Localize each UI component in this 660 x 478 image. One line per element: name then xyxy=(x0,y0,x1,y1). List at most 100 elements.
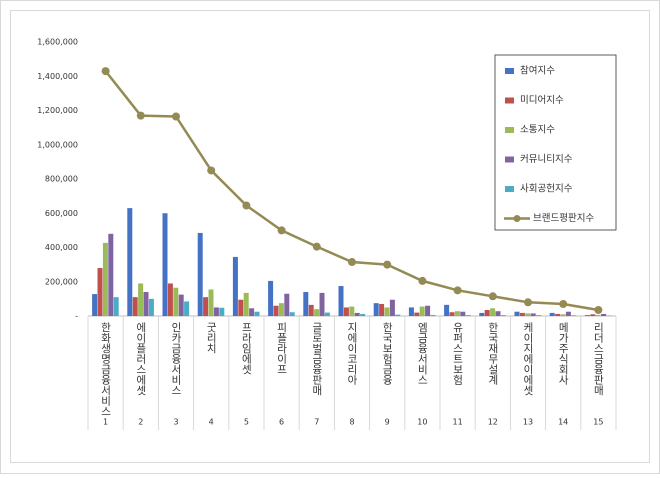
bar xyxy=(479,312,485,316)
legend-label: 소통지수 xyxy=(520,125,555,136)
bar xyxy=(560,314,566,316)
line-point xyxy=(348,258,356,267)
legend-box xyxy=(494,54,617,231)
x-tick-label: 메가주식회사 xyxy=(557,322,569,386)
rank-label: 4 xyxy=(209,418,214,427)
bar xyxy=(484,310,490,316)
bar xyxy=(549,312,555,316)
bar xyxy=(143,292,149,316)
rank-label: 6 xyxy=(279,418,284,427)
line-point xyxy=(172,112,180,121)
line-point xyxy=(207,166,216,175)
rank-label: 9 xyxy=(385,418,390,427)
bar xyxy=(389,299,395,316)
rank-label: 2 xyxy=(138,418,143,427)
bar xyxy=(162,213,168,316)
bar xyxy=(273,305,279,316)
line-point xyxy=(136,111,145,120)
bar xyxy=(601,313,607,316)
x-tick-label: 에이플러스에셋 xyxy=(135,322,147,396)
bar xyxy=(419,306,425,316)
bar xyxy=(384,307,390,316)
rank-label: 13 xyxy=(523,418,533,427)
x-tick-label: 리더스금융판매 xyxy=(592,322,604,396)
bar xyxy=(495,311,501,316)
bar xyxy=(590,314,596,316)
bar xyxy=(197,232,203,316)
bar xyxy=(254,311,260,316)
line-point xyxy=(242,201,251,210)
bar xyxy=(249,308,255,316)
legend-label: 사회공헌지수 xyxy=(520,184,573,195)
bar xyxy=(303,292,309,316)
bar xyxy=(173,287,179,316)
legend-label: 참여지수 xyxy=(520,65,555,77)
line-point xyxy=(101,67,110,76)
x-tick-label: 지에이코리아 xyxy=(346,322,358,386)
bar xyxy=(97,268,103,316)
bar xyxy=(395,314,401,316)
legend-swatch xyxy=(505,186,514,192)
bar xyxy=(102,242,108,316)
bar xyxy=(571,315,577,316)
bar xyxy=(460,311,466,316)
rank-label: 15 xyxy=(593,418,603,427)
x-tick-label: 한국보험금융 xyxy=(381,322,393,385)
bar xyxy=(127,208,133,316)
legend-swatch xyxy=(505,68,514,74)
line-point xyxy=(312,242,321,251)
line-point xyxy=(559,300,568,309)
bar xyxy=(490,308,496,316)
bar xyxy=(525,313,531,316)
bar xyxy=(314,309,320,316)
rank-label: 8 xyxy=(349,418,354,427)
bar xyxy=(555,313,561,316)
y-tick-label: 1,000,000 xyxy=(37,140,78,149)
y-tick-label: 400,000 xyxy=(45,243,78,252)
bar xyxy=(113,297,119,316)
bar xyxy=(203,297,209,316)
bar xyxy=(167,283,173,316)
line-point xyxy=(488,292,497,301)
bar xyxy=(138,283,144,316)
line-point xyxy=(277,226,286,235)
y-tick-label: 600,000 xyxy=(45,209,78,218)
x-tick-label: 피플라이프 xyxy=(276,322,288,375)
bar xyxy=(213,307,219,316)
bar xyxy=(232,256,238,316)
bar xyxy=(349,306,355,316)
rank-label: 5 xyxy=(244,418,249,427)
bar xyxy=(444,304,450,316)
x-tick-label: 글로벌금융판매 xyxy=(311,322,323,396)
legend-label: 브랜드평판지수 xyxy=(533,213,594,224)
bar xyxy=(465,315,471,316)
x-tick-label: 프라임에셋 xyxy=(240,322,252,375)
x-tick-label: 굿리치 xyxy=(205,322,217,354)
bar xyxy=(595,314,601,316)
bar xyxy=(360,313,366,316)
y-tick-label: 200,000 xyxy=(45,277,78,286)
bar xyxy=(238,299,244,316)
x-tick-label: 인카금융서비스 xyxy=(170,322,182,396)
bar xyxy=(379,304,385,316)
bar xyxy=(584,315,590,316)
legend-swatch xyxy=(505,97,514,104)
rank-label: 12 xyxy=(488,418,498,427)
bar xyxy=(284,293,290,316)
legend-label: 커뮤니티지수 xyxy=(520,154,573,165)
bar xyxy=(319,292,325,316)
bar xyxy=(408,307,414,316)
legend-label: 미디어지수 xyxy=(520,95,564,106)
bar xyxy=(565,311,571,316)
bar xyxy=(454,311,460,316)
x-tick-label: 케이지에이에셋 xyxy=(522,322,534,396)
bar xyxy=(278,303,284,316)
bar xyxy=(514,311,520,316)
rank-label: 10 xyxy=(417,418,427,427)
bar xyxy=(425,305,431,316)
bar xyxy=(184,301,190,316)
bar xyxy=(132,297,138,316)
bar xyxy=(219,307,225,316)
line-point xyxy=(418,276,427,285)
